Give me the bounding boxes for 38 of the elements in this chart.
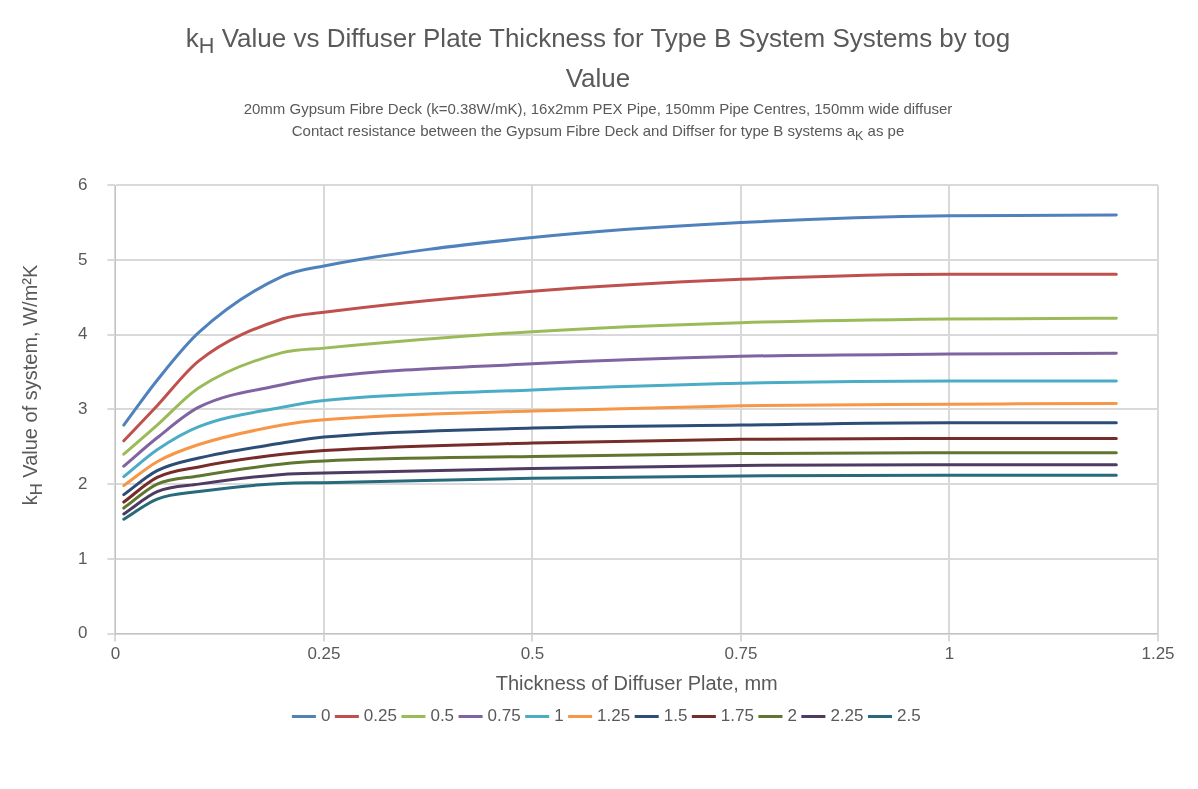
line-series [122,421,1118,497]
x-tick-label: 1.25 [1141,644,1175,664]
x-axis-title: Thickness of Diffuser Plate, mm [495,671,778,694]
x-tick-label: 0.25 [307,644,341,664]
legend-label: 0.5 [430,706,455,726]
x-tick-label: 1 [944,644,955,664]
line-series [122,463,1118,516]
legend-label: 1 [554,706,564,726]
legend-label: 0.25 [363,706,397,726]
legend-label: 1.5 [663,706,688,726]
legend-label: 1.25 [597,706,631,726]
legend-label: 0.75 [487,706,521,726]
line-series [122,316,1118,456]
line-series [122,437,1118,504]
y-tick-label: 3 [77,399,88,419]
y-tick-label: 1 [77,548,88,568]
y-tick-label: 6 [77,175,88,195]
chart-subtitle: 20mm Gypsum Fibre Deck (k=0.38W/mK), 16x2mm PEX Pipe, 150mm Pipe Centres, 150mm wide diffuser Contact resistance between the Gypsum Fibre Deck and Diffser for type B systems a$_{K}$ as pe [242,99,954,146]
line-series [122,213,1118,427]
chart-title: k$_{H}$ Value vs Diffuser Plate Thickness for Type B System Systems by tog Value [184,22,1012,95]
legend-label: 2 [787,706,797,726]
line-series [122,402,1118,488]
x-tick-label: 0.75 [724,644,758,664]
y-tick-label: 5 [77,249,88,269]
x-tick-label: 0.5 [520,644,545,664]
x-tick-label: 0 [110,644,121,664]
line-series [122,473,1118,521]
legend-label: 2.5 [896,706,921,726]
legend-label: 0 [320,706,331,726]
line-series [122,379,1118,479]
line-series [122,451,1118,510]
y-tick-label: 2 [77,474,88,494]
y-tick-label: 0 [77,623,88,643]
legend-label: 1.75 [720,706,754,726]
line-series [122,352,1118,468]
y-tick-label: 4 [77,324,88,344]
legend-label: 2.25 [830,706,864,726]
line-series [122,272,1118,443]
